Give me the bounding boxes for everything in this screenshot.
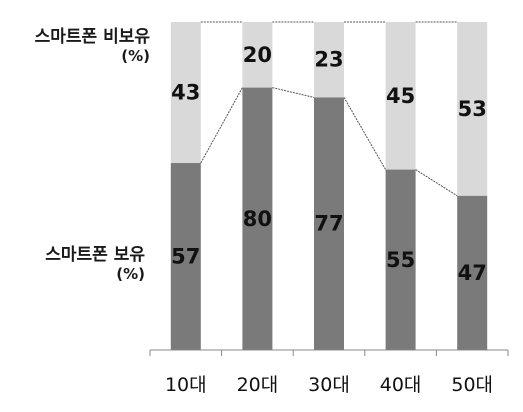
data-label-owner-1: 80 [243, 207, 272, 231]
connector-owner-2 [343, 97, 387, 170]
x-tick-label-1: 20대 [237, 374, 279, 396]
series-name-owner: 스마트폰 보유 [45, 245, 145, 265]
series-label-owner: 스마트폰 보유 (%) [45, 240, 145, 283]
series-unit-nonowner: (%) [121, 47, 150, 65]
data-label-owner-3: 55 [386, 248, 415, 272]
series-label-nonowner: 스마트폰 비보유 (%) [35, 22, 150, 65]
data-label-owner-2: 77 [314, 212, 343, 236]
connector-owner-0 [200, 87, 243, 164]
series-unit-owner: (%) [116, 265, 145, 283]
connector-owner-3 [415, 169, 458, 197]
bar-owner-1 [242, 87, 273, 350]
bar-nonowner-1 [242, 22, 273, 88]
data-label-nonowner-4: 53 [458, 97, 487, 121]
data-label-nonowner-3: 45 [386, 84, 415, 108]
data-label-nonowner-0: 43 [171, 81, 200, 105]
bar-owner-3 [385, 169, 416, 350]
data-label-owner-4: 47 [458, 261, 487, 285]
data-label-owner-0: 57 [171, 245, 200, 269]
bar-nonowner-2 [314, 22, 344, 98]
bar-owner-0 [170, 163, 201, 350]
x-tick-label-2: 30대 [308, 374, 350, 396]
bar-nonowner-4 [457, 22, 488, 196]
data-label-nonowner-2: 23 [314, 48, 343, 72]
connector-owner-1 [272, 87, 315, 98]
series-name-nonowner: 스마트폰 비보유 [34, 27, 150, 47]
x-tick-label-4: 50대 [451, 374, 493, 396]
x-tick-label-0: 10대 [165, 374, 207, 396]
x-tick-label-3: 40대 [380, 374, 422, 396]
bar-nonowner-0 [170, 22, 201, 164]
data-label-nonowner-1: 20 [243, 43, 272, 67]
bar-nonowner-3 [385, 22, 416, 170]
bar-owner-2 [314, 97, 344, 350]
bar-owner-4 [457, 195, 488, 350]
